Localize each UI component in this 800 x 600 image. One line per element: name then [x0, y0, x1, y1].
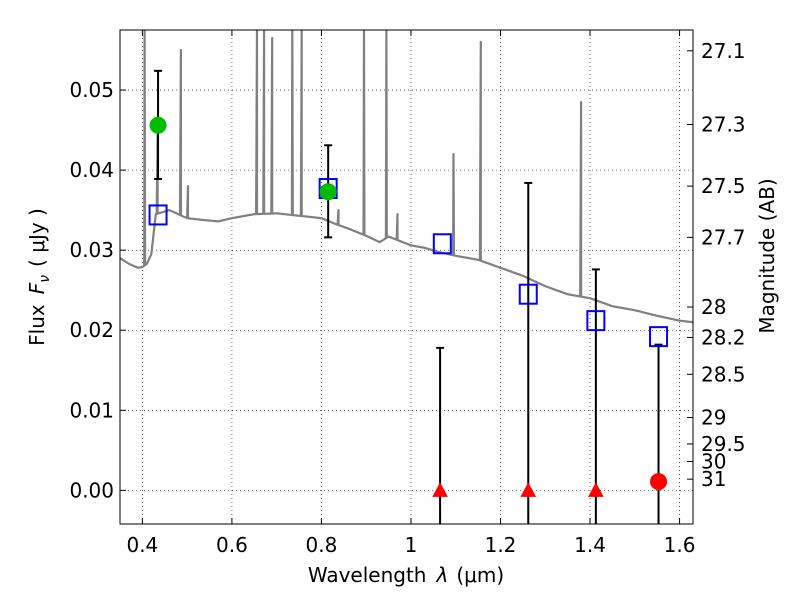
sed-model-layer [120, 30, 693, 324]
y2-tick-label: 28.2 [701, 325, 746, 349]
x-tick-label: 1.2 [485, 533, 517, 557]
upper-limit-triangle [588, 482, 604, 497]
y2-tick-label: 28 [701, 295, 726, 319]
y2-axis-label: Magnitude (AB) [755, 178, 779, 333]
marker-layer [148, 116, 669, 497]
model-flux-square [586, 310, 606, 332]
upper-limit-triangle [520, 482, 537, 497]
x-tick-label: 0.8 [306, 533, 338, 557]
x-axis-label: Wavelength λ (μm) [308, 563, 504, 587]
model-flux-square [432, 233, 452, 255]
measured-flux-circle [149, 116, 167, 134]
y2-tick-label: 28.5 [701, 362, 746, 386]
y-tick-label: 0.03 [69, 238, 114, 262]
y2-tick-label: 29 [701, 406, 726, 430]
measured-flux-circle [650, 473, 668, 491]
y-tick-label: 0.05 [69, 78, 114, 102]
tick-layer: 0.4 0.6 0.8 1 1.2 1.4 1.6 0.00 0.01 0.02 0.03 0.04 0… [69, 30, 746, 557]
plot-frame [119, 29, 694, 525]
y2-tick-label: 29.5 [701, 432, 746, 456]
measured-flux-circle [319, 183, 337, 201]
y-tick-label: 0.04 [69, 158, 114, 182]
sed-model-line [120, 30, 693, 324]
plot-background [120, 30, 693, 524]
x-tick-label: 1 [405, 533, 418, 557]
model-flux-square [518, 283, 538, 305]
y-tick-label: 0.00 [69, 478, 114, 502]
x-tick-label: 0.6 [216, 533, 248, 557]
y2-tick-label: 27.7 [701, 225, 746, 249]
y-tick-label: 0.01 [69, 398, 114, 422]
y2-tick-label: 27.5 [701, 174, 746, 198]
x-tick-label: 1.4 [574, 533, 606, 557]
x-tick-label: 0.4 [126, 533, 158, 557]
y2-tick-label: 27.3 [701, 112, 746, 136]
model-flux-square [148, 204, 168, 226]
x-tick-label: 1.6 [664, 533, 696, 557]
y2-tick-label: 30 [701, 450, 726, 474]
upper-limit-triangle [432, 482, 448, 497]
model-flux-square [649, 326, 669, 348]
y2-tick-label: 31 [701, 467, 726, 491]
y2-tick-label: 27.1 [701, 39, 746, 63]
y-axis-label: FluxFν( μJy ) [25, 208, 53, 346]
y-tick-label: 0.02 [69, 318, 114, 342]
